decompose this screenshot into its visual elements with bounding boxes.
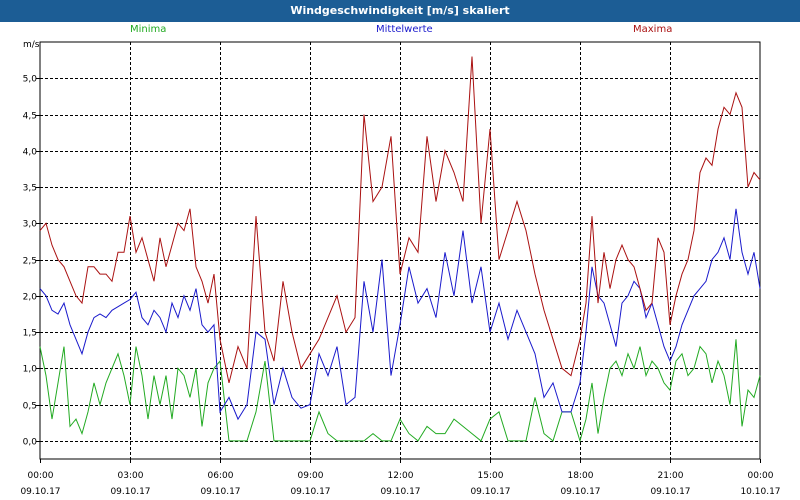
y-tick-label: 3,0 (23, 220, 38, 230)
series-line-maxima (39, 56, 761, 384)
y-tick-label: 4,0 (23, 148, 38, 158)
y-tick-label: 2,5 (23, 257, 37, 267)
y-tick-label: 1,5 (23, 329, 37, 339)
y-tick-label: 2,0 (23, 293, 38, 303)
y-tick-label: 5,0 (23, 75, 38, 85)
x-tick-time: 15:00 (478, 471, 504, 481)
x-tick-date: 09.10.17 (200, 487, 240, 497)
x-tick-date: 09.10.17 (650, 487, 690, 497)
chart-title: Windgeschwindigkeit [m/s] skaliert (0, 0, 800, 22)
x-tick-time: 03:00 (118, 471, 144, 481)
legend-maxima: Maxima (633, 24, 673, 35)
x-tick-time: 12:00 (388, 471, 414, 481)
series-line-mittelwerte (39, 208, 761, 421)
x-tick-date: 09.10.17 (470, 487, 510, 497)
x-tick-date: 09.10.17 (380, 487, 420, 497)
legend-mittelwerte: Mittelwerte (376, 24, 433, 35)
y-tick-label: 0,5 (23, 402, 37, 412)
x-tick-date: 09.10.17 (20, 487, 60, 497)
x-tick-time: 18:00 (568, 471, 594, 481)
x-tick-time: 21:00 (658, 471, 684, 481)
legend-minima: Minima (130, 24, 167, 35)
y-tick-label: 3,5 (23, 184, 37, 194)
y-tick-label: 4,5 (23, 112, 37, 122)
x-tick-time: 09:00 (298, 471, 324, 481)
x-tick-date: 10.10.17 (740, 487, 780, 497)
x-tick-date: 09.10.17 (560, 487, 600, 497)
x-tick-date: 09.10.17 (110, 487, 150, 497)
x-tick-date: 09.10.17 (290, 487, 330, 497)
x-tick-time: 00:00 (748, 471, 774, 481)
x-tick-time: 00:00 (28, 471, 54, 481)
y-axis-unit: m/s (23, 40, 40, 50)
y-tick-label: 0,0 (23, 438, 38, 448)
y-tick-label: 1,0 (23, 365, 38, 375)
x-tick-time: 06:00 (208, 471, 234, 481)
series-line-minima (39, 339, 761, 443)
